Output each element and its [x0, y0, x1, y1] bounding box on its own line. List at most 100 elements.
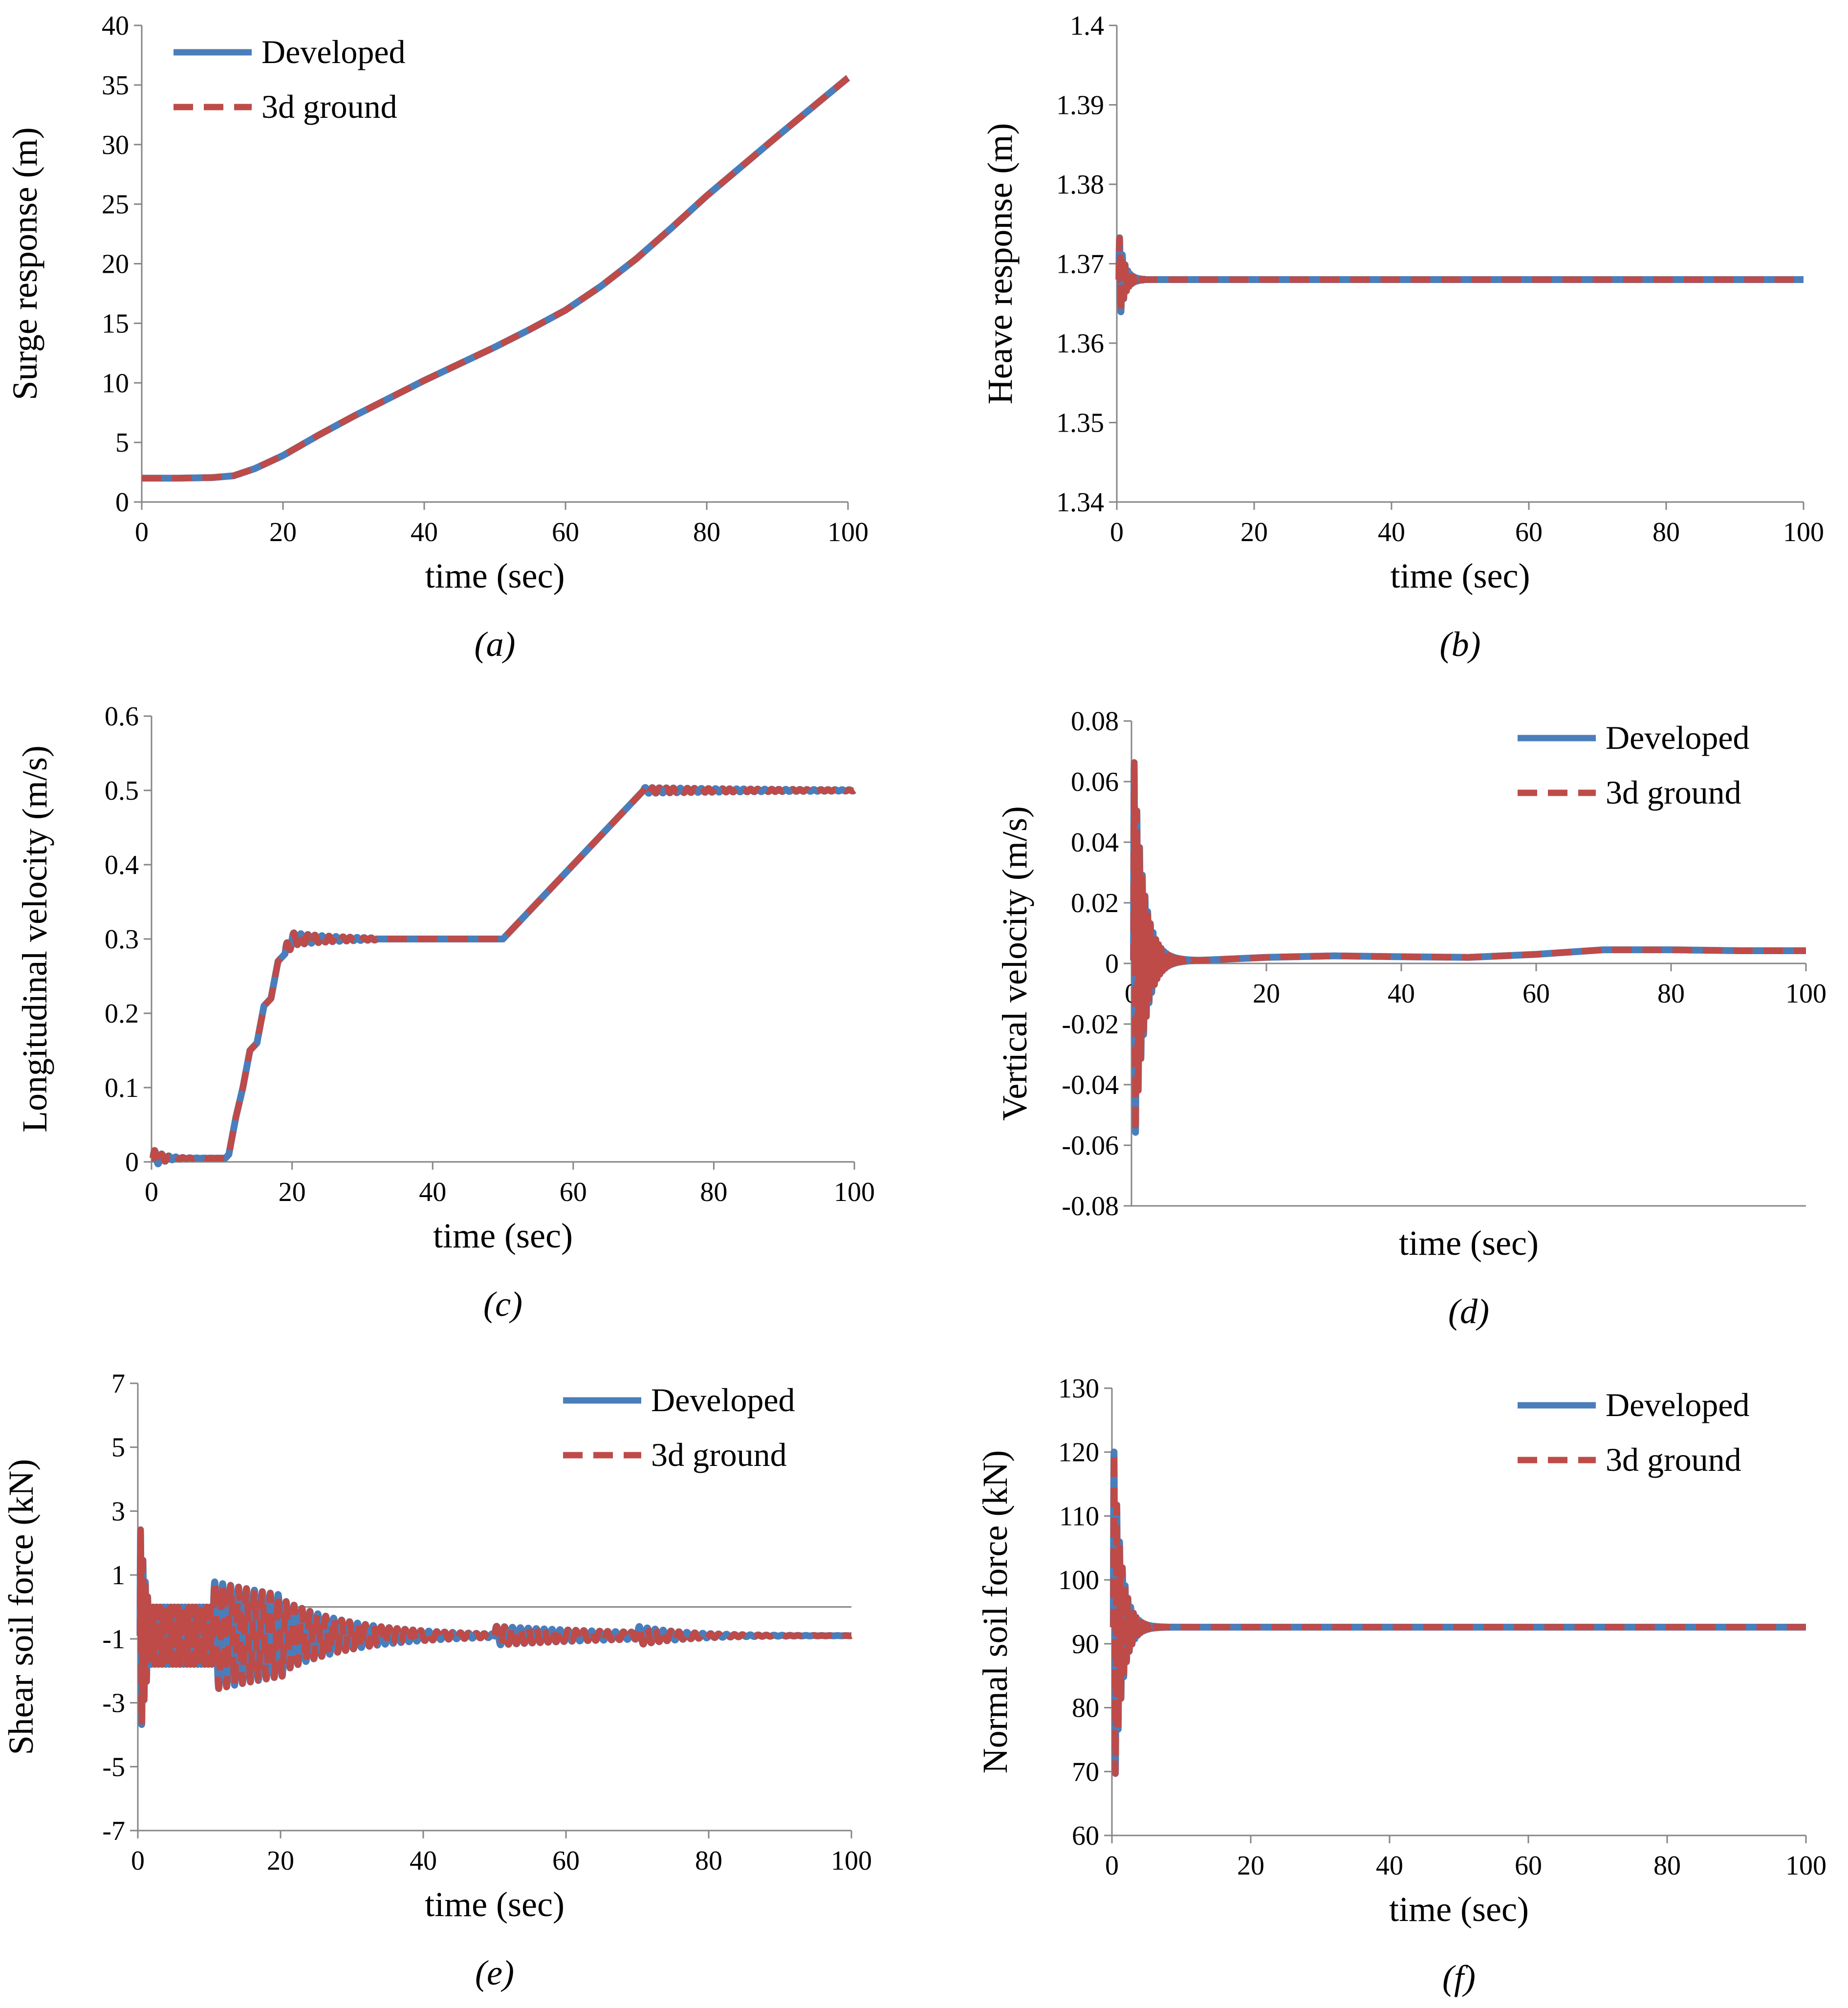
panel-caption: (a)	[475, 625, 516, 664]
panel-caption: (e)	[475, 1953, 514, 1992]
legend-label: 3d ground	[261, 88, 397, 125]
y-tick-label: 1.35	[1056, 408, 1104, 438]
y-tick-label: 0.5	[105, 776, 139, 806]
x-tick-label: 80	[695, 1846, 722, 1876]
series-line-ground	[134, 1527, 855, 1728]
legend-label: Developed	[1606, 719, 1750, 756]
legend-label: 3d ground	[1606, 1441, 1741, 1478]
y-tick-label: 1.36	[1056, 328, 1104, 359]
legend-label: Developed	[651, 1381, 795, 1419]
y-tick-label: 0	[1105, 949, 1119, 979]
legend-label: 3d ground	[1606, 774, 1741, 811]
x-tick-label: 0	[135, 517, 149, 547]
x-tick-label: 40	[1376, 1851, 1403, 1881]
y-tick-label: 1.38	[1056, 170, 1104, 200]
chart-panel-f: 60 70 80 90 100 110 120 130 0 20 40 60 80 100 time (se…	[976, 1374, 1826, 1997]
x-tick-label: 100	[827, 517, 869, 547]
x-tick-label: 60	[1515, 517, 1543, 547]
x-tick-label: 40	[410, 1846, 437, 1876]
y-tick-label: 0.04	[1071, 828, 1119, 858]
y-tick-label: 110	[1059, 1501, 1099, 1531]
y-axis-title: Vertical velocity (m/s)	[995, 806, 1034, 1121]
y-tick-label: -3	[102, 1688, 125, 1719]
x-tick-label: 40	[1388, 979, 1415, 1009]
panel-caption: (b)	[1440, 625, 1481, 664]
y-tick-label: 70	[1072, 1757, 1099, 1787]
y-tick-label: 20	[102, 249, 129, 280]
y-tick-label: 0.06	[1071, 767, 1119, 797]
x-axis-title: time (sec)	[1389, 1890, 1529, 1929]
y-tick-label: 0.3	[105, 924, 139, 955]
y-tick-label: 0.4	[105, 850, 139, 880]
y-tick-label: -7	[102, 1816, 125, 1846]
y-tick-label: 80	[1072, 1693, 1099, 1724]
y-tick-label: -5	[102, 1752, 125, 1782]
y-tick-label: 5	[115, 428, 129, 458]
series-line-ground	[1128, 759, 1809, 1136]
y-axis-title: Surge response (m)	[5, 127, 44, 400]
legend-label: Developed	[1606, 1386, 1750, 1423]
x-tick-label: 20	[279, 1177, 306, 1207]
y-tick-label: 5	[111, 1433, 125, 1463]
x-tick-label: 80	[1652, 517, 1680, 547]
panel-caption: (c)	[483, 1285, 522, 1324]
y-axis-title: Longitudinal velocity (m/s)	[15, 745, 54, 1133]
panel-caption: (f)	[1442, 1958, 1476, 1997]
x-axis-title: time (sec)	[425, 556, 565, 595]
y-tick-label: 0	[125, 1147, 139, 1178]
x-tick-label: 20	[267, 1846, 294, 1876]
y-tick-label: -1	[102, 1624, 125, 1655]
y-tick-label: 0	[115, 487, 129, 518]
y-tick-label: 1.39	[1056, 90, 1104, 121]
y-tick-label: 15	[102, 308, 129, 339]
y-tick-label: 1.37	[1056, 249, 1104, 280]
y-tick-label: 0.08	[1071, 706, 1119, 737]
x-tick-label: 80	[700, 1177, 727, 1207]
x-tick-label: 40	[1378, 517, 1405, 547]
series-line-ground	[138, 75, 851, 481]
series-line-ground	[148, 784, 858, 1167]
chart-panel-c: 0 0.1 0.2 0.3 0.4 0.5 0.6 0 20 40 60 80 100 time (sec…	[15, 701, 875, 1324]
x-tick-label: 20	[1253, 979, 1280, 1009]
legend-label: 3d ground	[651, 1436, 787, 1473]
x-tick-label: 100	[1783, 517, 1824, 547]
y-tick-label: 1.4	[1070, 11, 1104, 41]
y-tick-label: 3	[111, 1496, 125, 1527]
x-tick-label: 20	[1240, 517, 1268, 547]
legend-label: Developed	[261, 33, 406, 70]
y-tick-label: 10	[102, 368, 129, 398]
y-tick-label: 0.02	[1071, 888, 1119, 918]
series-line-developed	[148, 784, 858, 1168]
x-axis-title: time (sec)	[1391, 556, 1530, 595]
chart-panel-b: 1.34 1.35 1.36 1.37 1.38 1.39 1.4 0 20 40 60 80 100 t…	[980, 11, 1824, 664]
x-tick-label: 60	[552, 1846, 580, 1876]
x-tick-label: 60	[1522, 979, 1550, 1009]
x-tick-label: 40	[419, 1177, 446, 1207]
x-tick-label: 60	[1515, 1851, 1542, 1881]
y-tick-label: 0.6	[105, 701, 139, 732]
series-line-ground	[1113, 234, 1807, 315]
y-tick-label: 35	[102, 70, 129, 101]
y-tick-label: 1.34	[1056, 487, 1104, 518]
x-tick-label: 0	[145, 1177, 158, 1207]
x-axis-title: time (sec)	[433, 1216, 573, 1255]
y-axis-title: Shear soil force (kN)	[1, 1459, 41, 1755]
x-tick-label: 60	[552, 517, 579, 547]
x-tick-label: 60	[560, 1177, 587, 1207]
chart-panel-a: 0 5 10 15 20 25 30 35 40 0 20 40 60 80 100 time (sec) Su…	[5, 11, 869, 664]
x-tick-label: 80	[1653, 1851, 1681, 1881]
x-tick-label: 0	[131, 1846, 145, 1876]
x-tick-label: 80	[1657, 979, 1685, 1009]
y-tick-label: 40	[102, 11, 129, 41]
y-tick-label: -0.04	[1062, 1070, 1119, 1100]
x-tick-label: 20	[1237, 1851, 1264, 1881]
y-tick-label: 30	[102, 130, 129, 160]
series-line-developed	[1109, 1448, 1809, 1777]
y-tick-label: 0.1	[105, 1073, 139, 1103]
series-line-developed	[138, 74, 851, 482]
series-line-ground	[1109, 1449, 1809, 1777]
y-tick-label: 90	[1072, 1629, 1099, 1659]
x-tick-label: 20	[269, 517, 297, 547]
